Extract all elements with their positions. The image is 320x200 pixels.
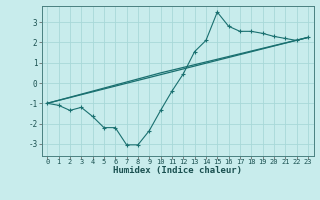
X-axis label: Humidex (Indice chaleur): Humidex (Indice chaleur) (113, 166, 242, 175)
